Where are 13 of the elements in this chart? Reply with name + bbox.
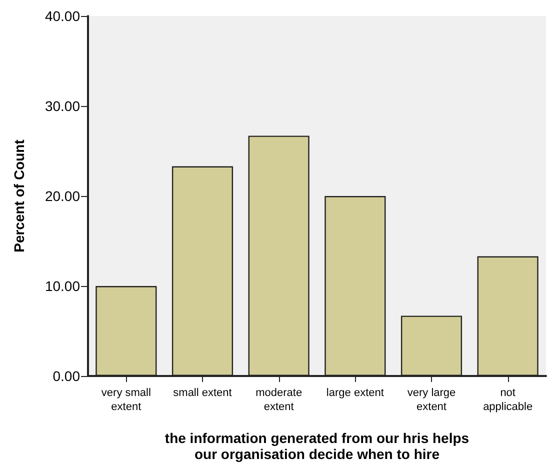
y-tick-label: 0.00 bbox=[52, 368, 80, 384]
y-tick-label: 10.00 bbox=[44, 278, 80, 294]
x-tick-label: very small extent bbox=[101, 387, 151, 413]
x-tick-label: very large extent bbox=[407, 387, 456, 413]
x-tick-label: moderate extent bbox=[256, 387, 302, 413]
y-tick-label: 20.00 bbox=[44, 188, 80, 204]
y-tick-label: 30.00 bbox=[44, 98, 80, 114]
y-tick-label: 40.00 bbox=[44, 8, 80, 24]
x-axis-title: the information generated from our hris helps our organisation decide when to hire bbox=[164, 430, 470, 462]
x-tick-label: large extent bbox=[326, 387, 384, 399]
x-tick-label: small extent bbox=[173, 387, 232, 399]
x-tick-label: not applicable bbox=[483, 387, 533, 413]
y-axis-title: Percent of Count bbox=[11, 139, 27, 252]
